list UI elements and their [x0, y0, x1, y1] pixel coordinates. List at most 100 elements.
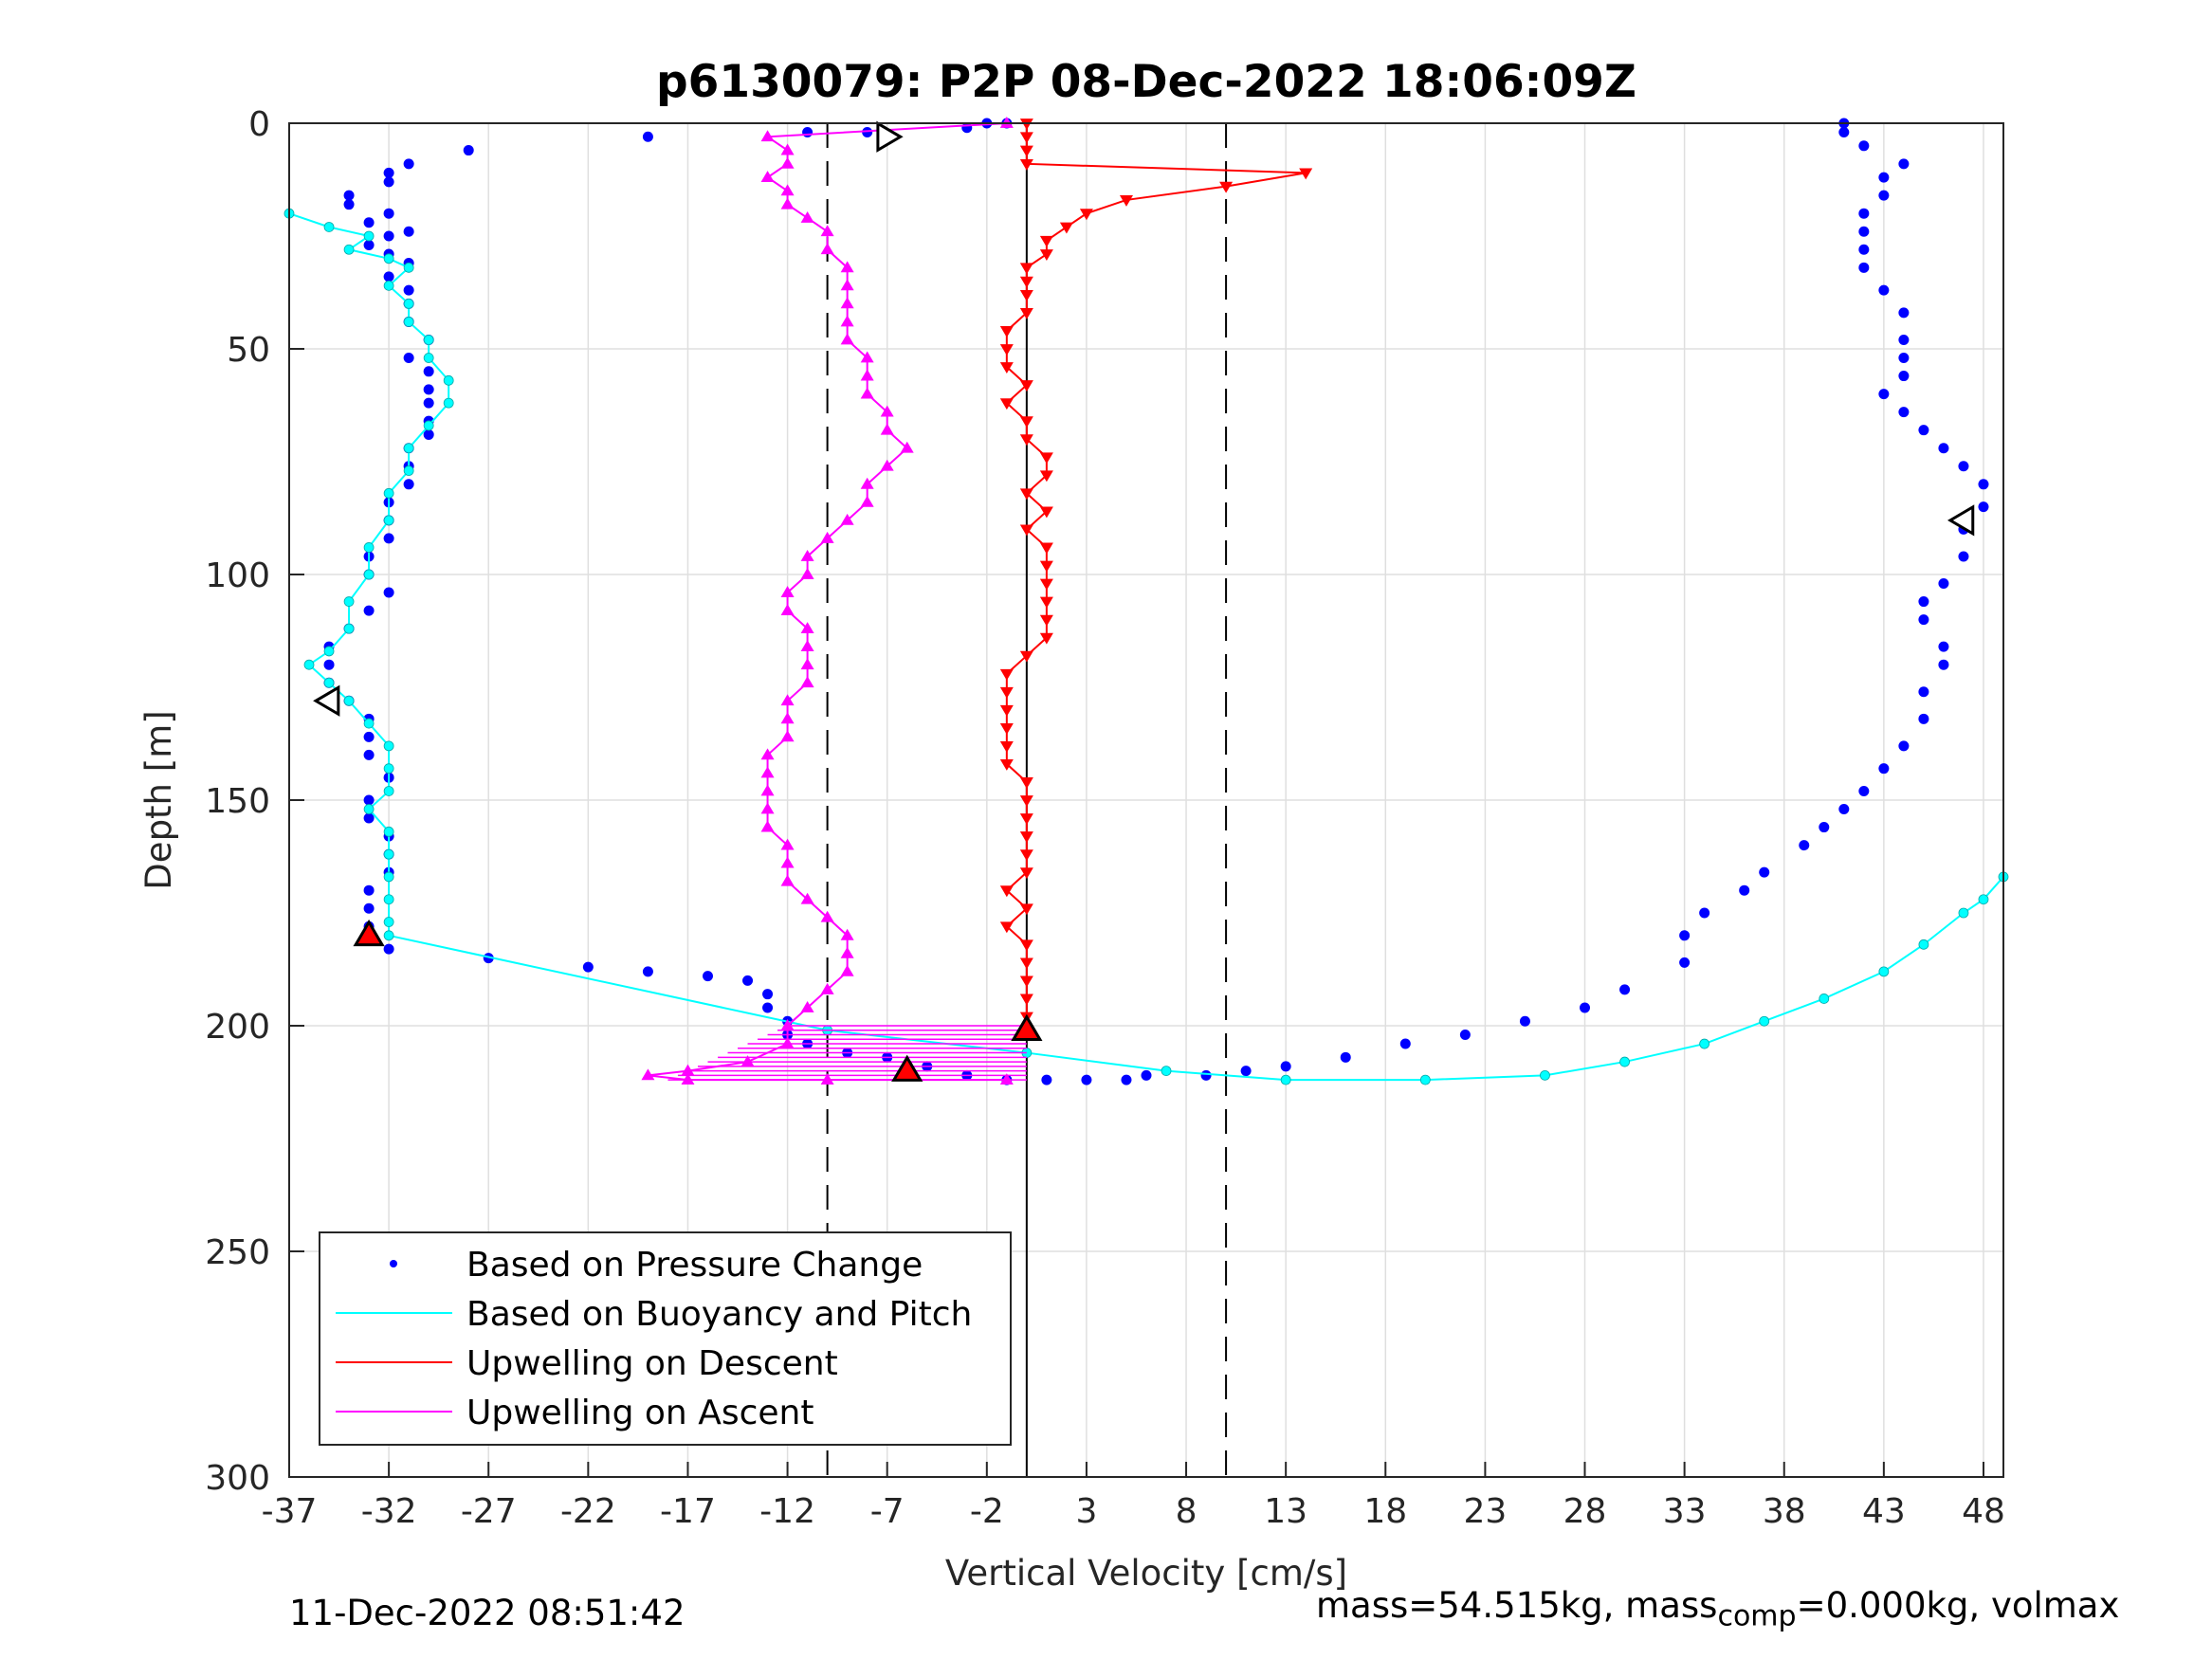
ascent-point [840, 279, 854, 291]
y-tick-label: 100 [205, 556, 270, 595]
descent-point [1039, 632, 1053, 645]
descent-point [1019, 650, 1033, 663]
descent-point [999, 759, 1014, 771]
series-buoyancy [283, 208, 2009, 1085]
ascent-point [760, 130, 775, 142]
x-tick-label: -37 [262, 1492, 318, 1531]
buoyancy-point [343, 623, 355, 634]
ascent-point [840, 513, 854, 525]
buoyancy-point [383, 740, 394, 752]
y-tick-label: 250 [205, 1233, 270, 1272]
buoyancy-point [383, 487, 394, 499]
buoyancy-point [323, 222, 335, 232]
descent-point [1019, 994, 1033, 1006]
buoyancy-point [363, 804, 375, 814]
descent-point [1019, 975, 1033, 988]
pressure-point [1799, 840, 1810, 851]
descent-point [999, 398, 1014, 410]
descent-point [999, 885, 1014, 898]
ascent-point [800, 622, 814, 634]
pressure-point [363, 217, 375, 228]
buoyancy-point [1918, 939, 1929, 950]
buoyancy-point [363, 569, 375, 580]
ascent-point [780, 730, 795, 742]
pressure-point [1898, 307, 1910, 319]
pressure-point [1978, 479, 1989, 490]
ascent-point [780, 184, 795, 196]
pressure-point [1918, 614, 1929, 626]
series-ascent [641, 117, 1027, 1085]
ascent-point [760, 802, 775, 814]
pressure-point [1898, 371, 1910, 382]
ascent-point [880, 459, 894, 471]
pressure-point [483, 953, 494, 964]
buoyancy-point [343, 695, 355, 706]
y-axis-label: Depth [m] [138, 710, 179, 889]
ascent-point [760, 820, 775, 832]
pressure-point [423, 397, 434, 409]
descent-point [1019, 145, 1033, 157]
x-tick-label: 38 [1763, 1492, 1806, 1531]
x-axis-label: Vertical Velocity [cm/s] [945, 1553, 1347, 1594]
pressure-point [363, 812, 375, 824]
ascent-point [860, 351, 874, 363]
pressure-point [1699, 907, 1710, 919]
descent-point [1079, 209, 1093, 221]
buoyancy-point [403, 465, 414, 476]
pressure-point [383, 271, 394, 283]
ascent-point [820, 531, 834, 543]
event-marker [1947, 504, 1975, 537]
buoyancy-point [1978, 894, 1989, 905]
series-descent [999, 118, 1313, 1037]
descent-point [1019, 849, 1033, 862]
pressure-point [403, 226, 414, 237]
buoyancy-point [383, 930, 394, 941]
pressure-point [383, 230, 394, 242]
buoyancy-point [443, 397, 454, 409]
pressure-point [1958, 551, 1969, 562]
descent-point [999, 344, 1014, 356]
pressure-point [1838, 127, 1850, 138]
descent-point [1039, 235, 1053, 247]
descent-point [1019, 380, 1033, 392]
pressure-point [1619, 984, 1631, 995]
ascent-point [760, 748, 775, 760]
pressure-point [363, 902, 375, 914]
buoyancy-point [383, 871, 394, 883]
pressure-point [363, 240, 375, 251]
pressure-point [762, 989, 774, 1000]
y-tick-label: 300 [205, 1459, 270, 1498]
pressure-point [1938, 659, 1949, 670]
pressure-point [1280, 1061, 1291, 1072]
buoyancy-point [363, 718, 375, 729]
ascent-point [860, 495, 874, 507]
ascent-point [780, 694, 795, 706]
ascent-point [641, 1068, 655, 1081]
x-tick-label: -7 [870, 1492, 905, 1531]
buoyancy-point [1540, 1069, 1550, 1081]
mass-suffix: =0.000kg, volmax [1796, 1585, 2120, 1626]
event-markers [313, 120, 1975, 1082]
pressure-point [1679, 957, 1691, 968]
pressure-point [1580, 1002, 1591, 1013]
x-tick-label: 28 [1563, 1492, 1607, 1531]
buoyancy-point [383, 826, 394, 837]
pressure-point [343, 190, 355, 201]
pressure-point [1858, 244, 1870, 255]
descent-point [1039, 470, 1053, 483]
descent-point [1019, 867, 1033, 880]
descent-point [1019, 939, 1033, 952]
footer-timestamp: 11-Dec-2022 08:51:42 [289, 1593, 686, 1633]
descent-point [1019, 132, 1033, 144]
descent-point [1019, 903, 1033, 916]
buoyancy-point [1819, 994, 1830, 1004]
ascent-point [760, 784, 775, 796]
ascent-point [840, 946, 854, 958]
buoyancy-point [1619, 1056, 1630, 1067]
ascent-point [999, 1073, 1014, 1085]
ascent-point [780, 712, 795, 724]
pressure-point [1200, 1069, 1212, 1081]
pressure-point [862, 127, 873, 138]
descent-point [999, 668, 1014, 681]
descent-point [1219, 181, 1234, 193]
